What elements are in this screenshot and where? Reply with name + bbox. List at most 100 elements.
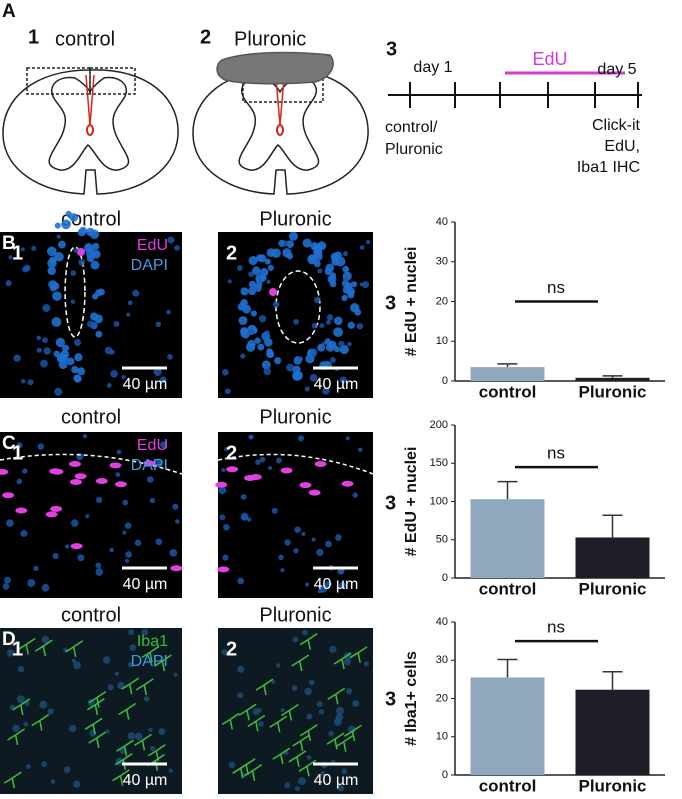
nucleus — [282, 248, 292, 258]
nucleus — [325, 319, 331, 325]
scale-bar-label: 40 µm — [123, 376, 168, 393]
nucleus — [245, 342, 256, 352]
nucleus — [224, 446, 229, 452]
nucleus — [72, 780, 81, 788]
nucleus — [73, 661, 81, 670]
nucleus — [76, 367, 86, 376]
nucleus — [236, 265, 243, 271]
micrograph: 40 µm 2 — [218, 628, 373, 794]
nucleus — [70, 270, 77, 276]
nucleus — [159, 376, 167, 384]
y-tick-label: 20 — [436, 692, 448, 704]
nucleus — [102, 656, 111, 664]
nucleus — [52, 291, 62, 301]
nucleus — [271, 507, 278, 514]
nucleus — [2, 583, 10, 590]
nucleus — [264, 330, 270, 336]
nucleus — [278, 554, 284, 561]
nucleus — [221, 649, 228, 656]
microglia — [116, 739, 134, 757]
significance-label: ns — [547, 618, 565, 637]
bar — [575, 689, 650, 775]
nucleus — [115, 472, 121, 478]
nucleus — [329, 356, 336, 363]
timeline — [388, 71, 642, 108]
nucleus — [237, 577, 245, 585]
nucleus — [343, 251, 349, 257]
image-number: 2 — [226, 242, 237, 264]
nucleus — [252, 266, 261, 275]
y-axis-label: # EdU + nuclei — [403, 447, 420, 557]
panel-number: 3 — [385, 292, 396, 314]
nucleus — [8, 255, 13, 260]
edu-nucleus — [51, 468, 64, 475]
nucleus — [36, 335, 41, 341]
condition-title: control — [61, 406, 121, 428]
nucleus — [320, 770, 326, 776]
nucleus — [141, 628, 149, 636]
nucleus — [338, 581, 346, 589]
nucleus — [301, 531, 306, 537]
nucleus — [248, 287, 257, 296]
nucleus — [63, 766, 71, 773]
x-tick-label: control — [479, 382, 537, 401]
nucleus — [311, 353, 316, 358]
nucleus — [55, 337, 66, 348]
condition-title: Pluronic — [259, 406, 331, 428]
nucleus — [347, 291, 355, 299]
nucleus — [132, 289, 140, 297]
spinal-cord-diagrams — [2, 51, 369, 195]
nucleus — [347, 321, 355, 329]
nucleus — [219, 514, 226, 521]
nucleus — [223, 523, 230, 531]
nucleus — [341, 768, 348, 775]
stain-label: DAPI — [131, 653, 168, 670]
nucleus — [54, 222, 61, 229]
microglia — [221, 712, 240, 730]
microglia — [344, 724, 362, 742]
nucleus — [125, 558, 130, 563]
scale-bar-label: 40 µm — [123, 576, 168, 593]
condition-title: Pluronic — [259, 604, 331, 626]
y-tick-label: 150 — [430, 457, 448, 469]
nucleus — [260, 274, 267, 282]
microglia — [335, 735, 354, 752]
edu-nucleus — [217, 566, 230, 573]
nucleus — [6, 649, 15, 657]
nucleus — [117, 681, 125, 690]
nucleus — [237, 665, 245, 673]
nucleus — [40, 359, 48, 368]
diagram-number: 1 — [28, 26, 39, 48]
microglia — [86, 698, 105, 715]
image-number: 1 — [12, 442, 23, 464]
nucleus — [247, 517, 252, 522]
nucleus — [362, 281, 370, 289]
nucleus — [105, 729, 110, 734]
edu-nucleus — [15, 507, 28, 514]
nucleus — [339, 344, 349, 355]
x-tick-label: Pluronic — [578, 382, 646, 401]
nucleus — [20, 529, 28, 537]
nucleus — [356, 322, 364, 330]
microglia — [134, 733, 152, 751]
edu-nucleus — [280, 467, 293, 474]
pia-outline — [217, 453, 374, 475]
nucleus — [52, 552, 59, 560]
timeline-note: Iba1 IHC — [577, 159, 640, 176]
image-number: 1 — [12, 638, 23, 660]
microglia — [291, 654, 310, 672]
nucleus — [47, 266, 56, 275]
x-tick-label: Pluronic — [578, 579, 646, 598]
nucleus — [95, 496, 103, 504]
nucleus — [326, 314, 334, 321]
nucleus — [222, 369, 229, 376]
scale-bar-label: 40 µm — [123, 772, 168, 789]
panel-letter: B — [2, 233, 16, 254]
nucleus — [337, 784, 345, 792]
nucleus — [322, 387, 330, 395]
nucleus — [363, 661, 369, 667]
microglia — [121, 677, 140, 695]
edu-nucleus — [95, 477, 108, 484]
nucleus — [173, 672, 178, 677]
nucleus — [248, 271, 255, 278]
